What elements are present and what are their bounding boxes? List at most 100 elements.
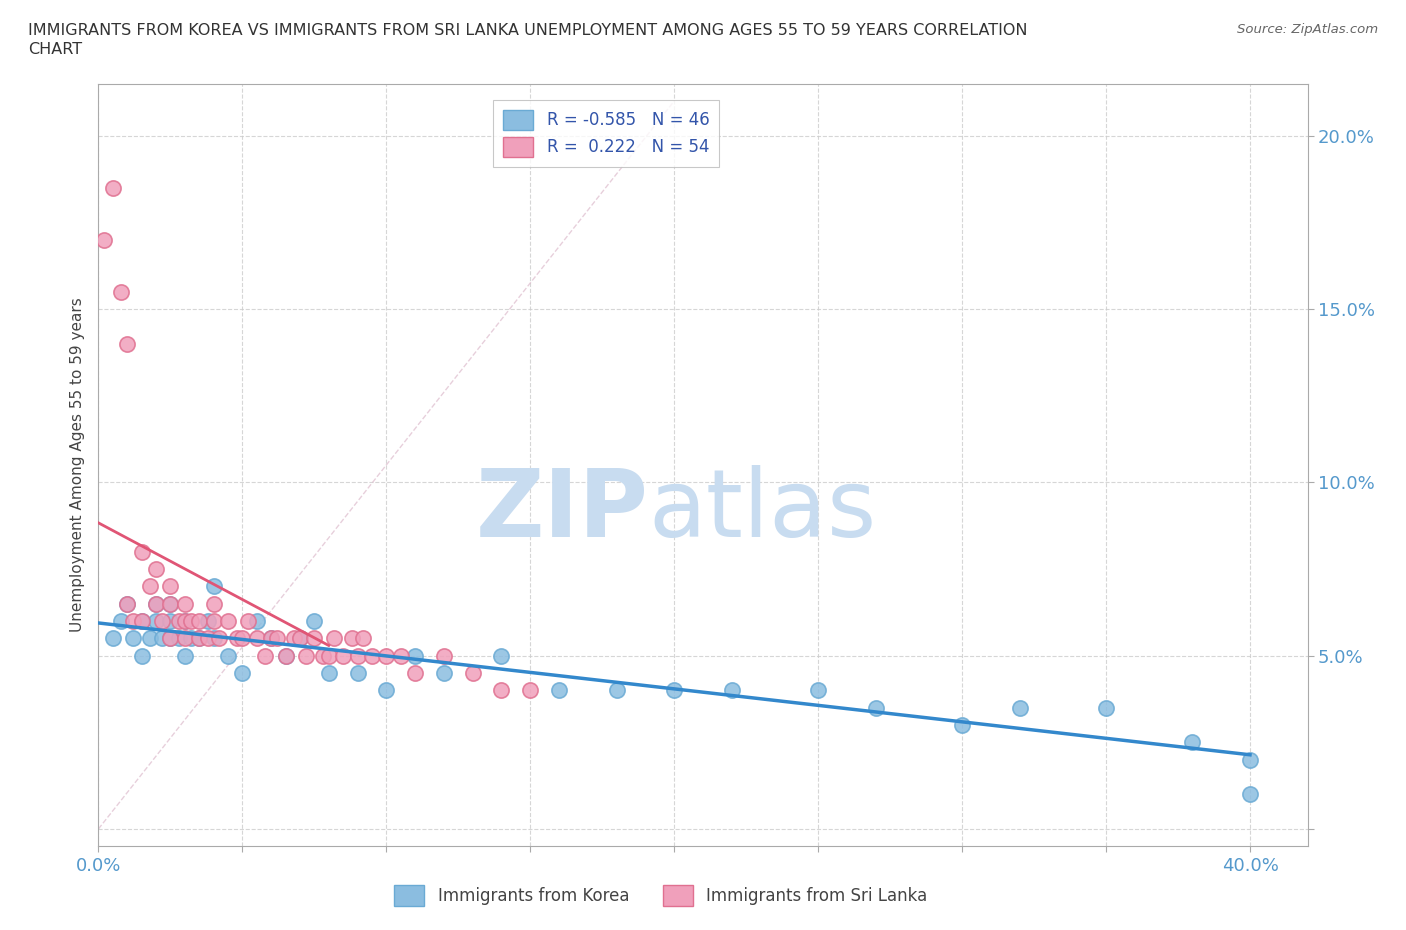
Point <box>433 648 456 663</box>
Point <box>1095 700 1118 715</box>
Point <box>254 648 277 663</box>
Point <box>159 578 181 593</box>
Point <box>288 631 311 645</box>
Point <box>318 648 340 663</box>
Point <box>167 614 190 629</box>
Point <box>145 596 167 611</box>
Point <box>173 614 195 629</box>
Point <box>231 666 253 681</box>
Point <box>202 596 225 611</box>
Point <box>720 683 742 698</box>
Point <box>159 631 181 645</box>
Point <box>208 631 231 645</box>
Point <box>173 648 195 663</box>
Point <box>131 614 153 629</box>
Point <box>304 614 326 629</box>
Point <box>375 648 398 663</box>
Point <box>332 648 354 663</box>
Point <box>197 614 219 629</box>
Point <box>246 631 269 645</box>
Point <box>1008 700 1031 715</box>
Point <box>202 614 225 629</box>
Text: IMMIGRANTS FROM KOREA VS IMMIGRANTS FROM SRI LANKA UNEMPLOYMENT AMONG AGES 55 TO: IMMIGRANTS FROM KOREA VS IMMIGRANTS FROM… <box>28 23 1028 38</box>
Point <box>197 631 219 645</box>
Y-axis label: Unemployment Among Ages 55 to 59 years: Unemployment Among Ages 55 to 59 years <box>69 298 84 632</box>
Point <box>225 631 247 645</box>
Point <box>150 631 173 645</box>
Text: Source: ZipAtlas.com: Source: ZipAtlas.com <box>1237 23 1378 36</box>
Point <box>260 631 283 645</box>
Point <box>433 666 456 681</box>
Point <box>461 666 484 681</box>
Legend: R = -0.585   N = 46, R =  0.222   N = 54: R = -0.585 N = 46, R = 0.222 N = 54 <box>494 100 720 167</box>
Point <box>950 718 973 733</box>
Point <box>389 648 412 663</box>
Point <box>110 614 132 629</box>
Point <box>131 614 153 629</box>
Point <box>1239 787 1261 802</box>
Point <box>145 596 167 611</box>
Point <box>101 180 124 195</box>
Point <box>346 666 368 681</box>
Point <box>202 578 225 593</box>
Point <box>361 648 384 663</box>
Point <box>150 614 173 629</box>
Point <box>180 631 202 645</box>
Point <box>115 596 138 611</box>
Point <box>283 631 305 645</box>
Text: atlas: atlas <box>648 465 877 557</box>
Point <box>236 614 259 629</box>
Point <box>1181 735 1204 750</box>
Point <box>548 683 571 698</box>
Point <box>375 683 398 698</box>
Point <box>352 631 374 645</box>
Point <box>159 631 181 645</box>
Point <box>188 614 211 629</box>
Point <box>145 562 167 577</box>
Point <box>173 614 195 629</box>
Legend: Immigrants from Korea, Immigrants from Sri Lanka: Immigrants from Korea, Immigrants from S… <box>388 879 934 912</box>
Point <box>664 683 686 698</box>
Point <box>217 648 239 663</box>
Point <box>115 337 138 352</box>
Point <box>173 596 195 611</box>
Point <box>304 631 326 645</box>
Point <box>167 631 190 645</box>
Point <box>93 232 115 247</box>
Point <box>274 648 297 663</box>
Point <box>404 666 426 681</box>
Point <box>340 631 363 645</box>
Point <box>807 683 830 698</box>
Point <box>606 683 628 698</box>
Text: ZIP: ZIP <box>475 465 648 557</box>
Point <box>131 544 153 559</box>
Point <box>159 614 181 629</box>
Point <box>1239 752 1261 767</box>
Point <box>519 683 541 698</box>
Point <box>323 631 346 645</box>
Point <box>294 648 316 663</box>
Point <box>404 648 426 663</box>
Point <box>173 631 195 645</box>
Point <box>260 631 283 645</box>
Point <box>188 631 211 645</box>
Point <box>318 666 340 681</box>
Point <box>202 631 225 645</box>
Point <box>115 596 138 611</box>
Point <box>159 596 181 611</box>
Point <box>346 648 368 663</box>
Point <box>266 631 288 645</box>
Point <box>131 648 153 663</box>
Point <box>145 614 167 629</box>
Point <box>122 631 145 645</box>
Point <box>274 648 297 663</box>
Point <box>110 285 132 299</box>
Point <box>491 648 513 663</box>
Point <box>491 683 513 698</box>
Point <box>101 631 124 645</box>
Text: CHART: CHART <box>28 42 82 57</box>
Point <box>139 631 162 645</box>
Point <box>159 596 181 611</box>
Point <box>122 614 145 629</box>
Point <box>217 614 239 629</box>
